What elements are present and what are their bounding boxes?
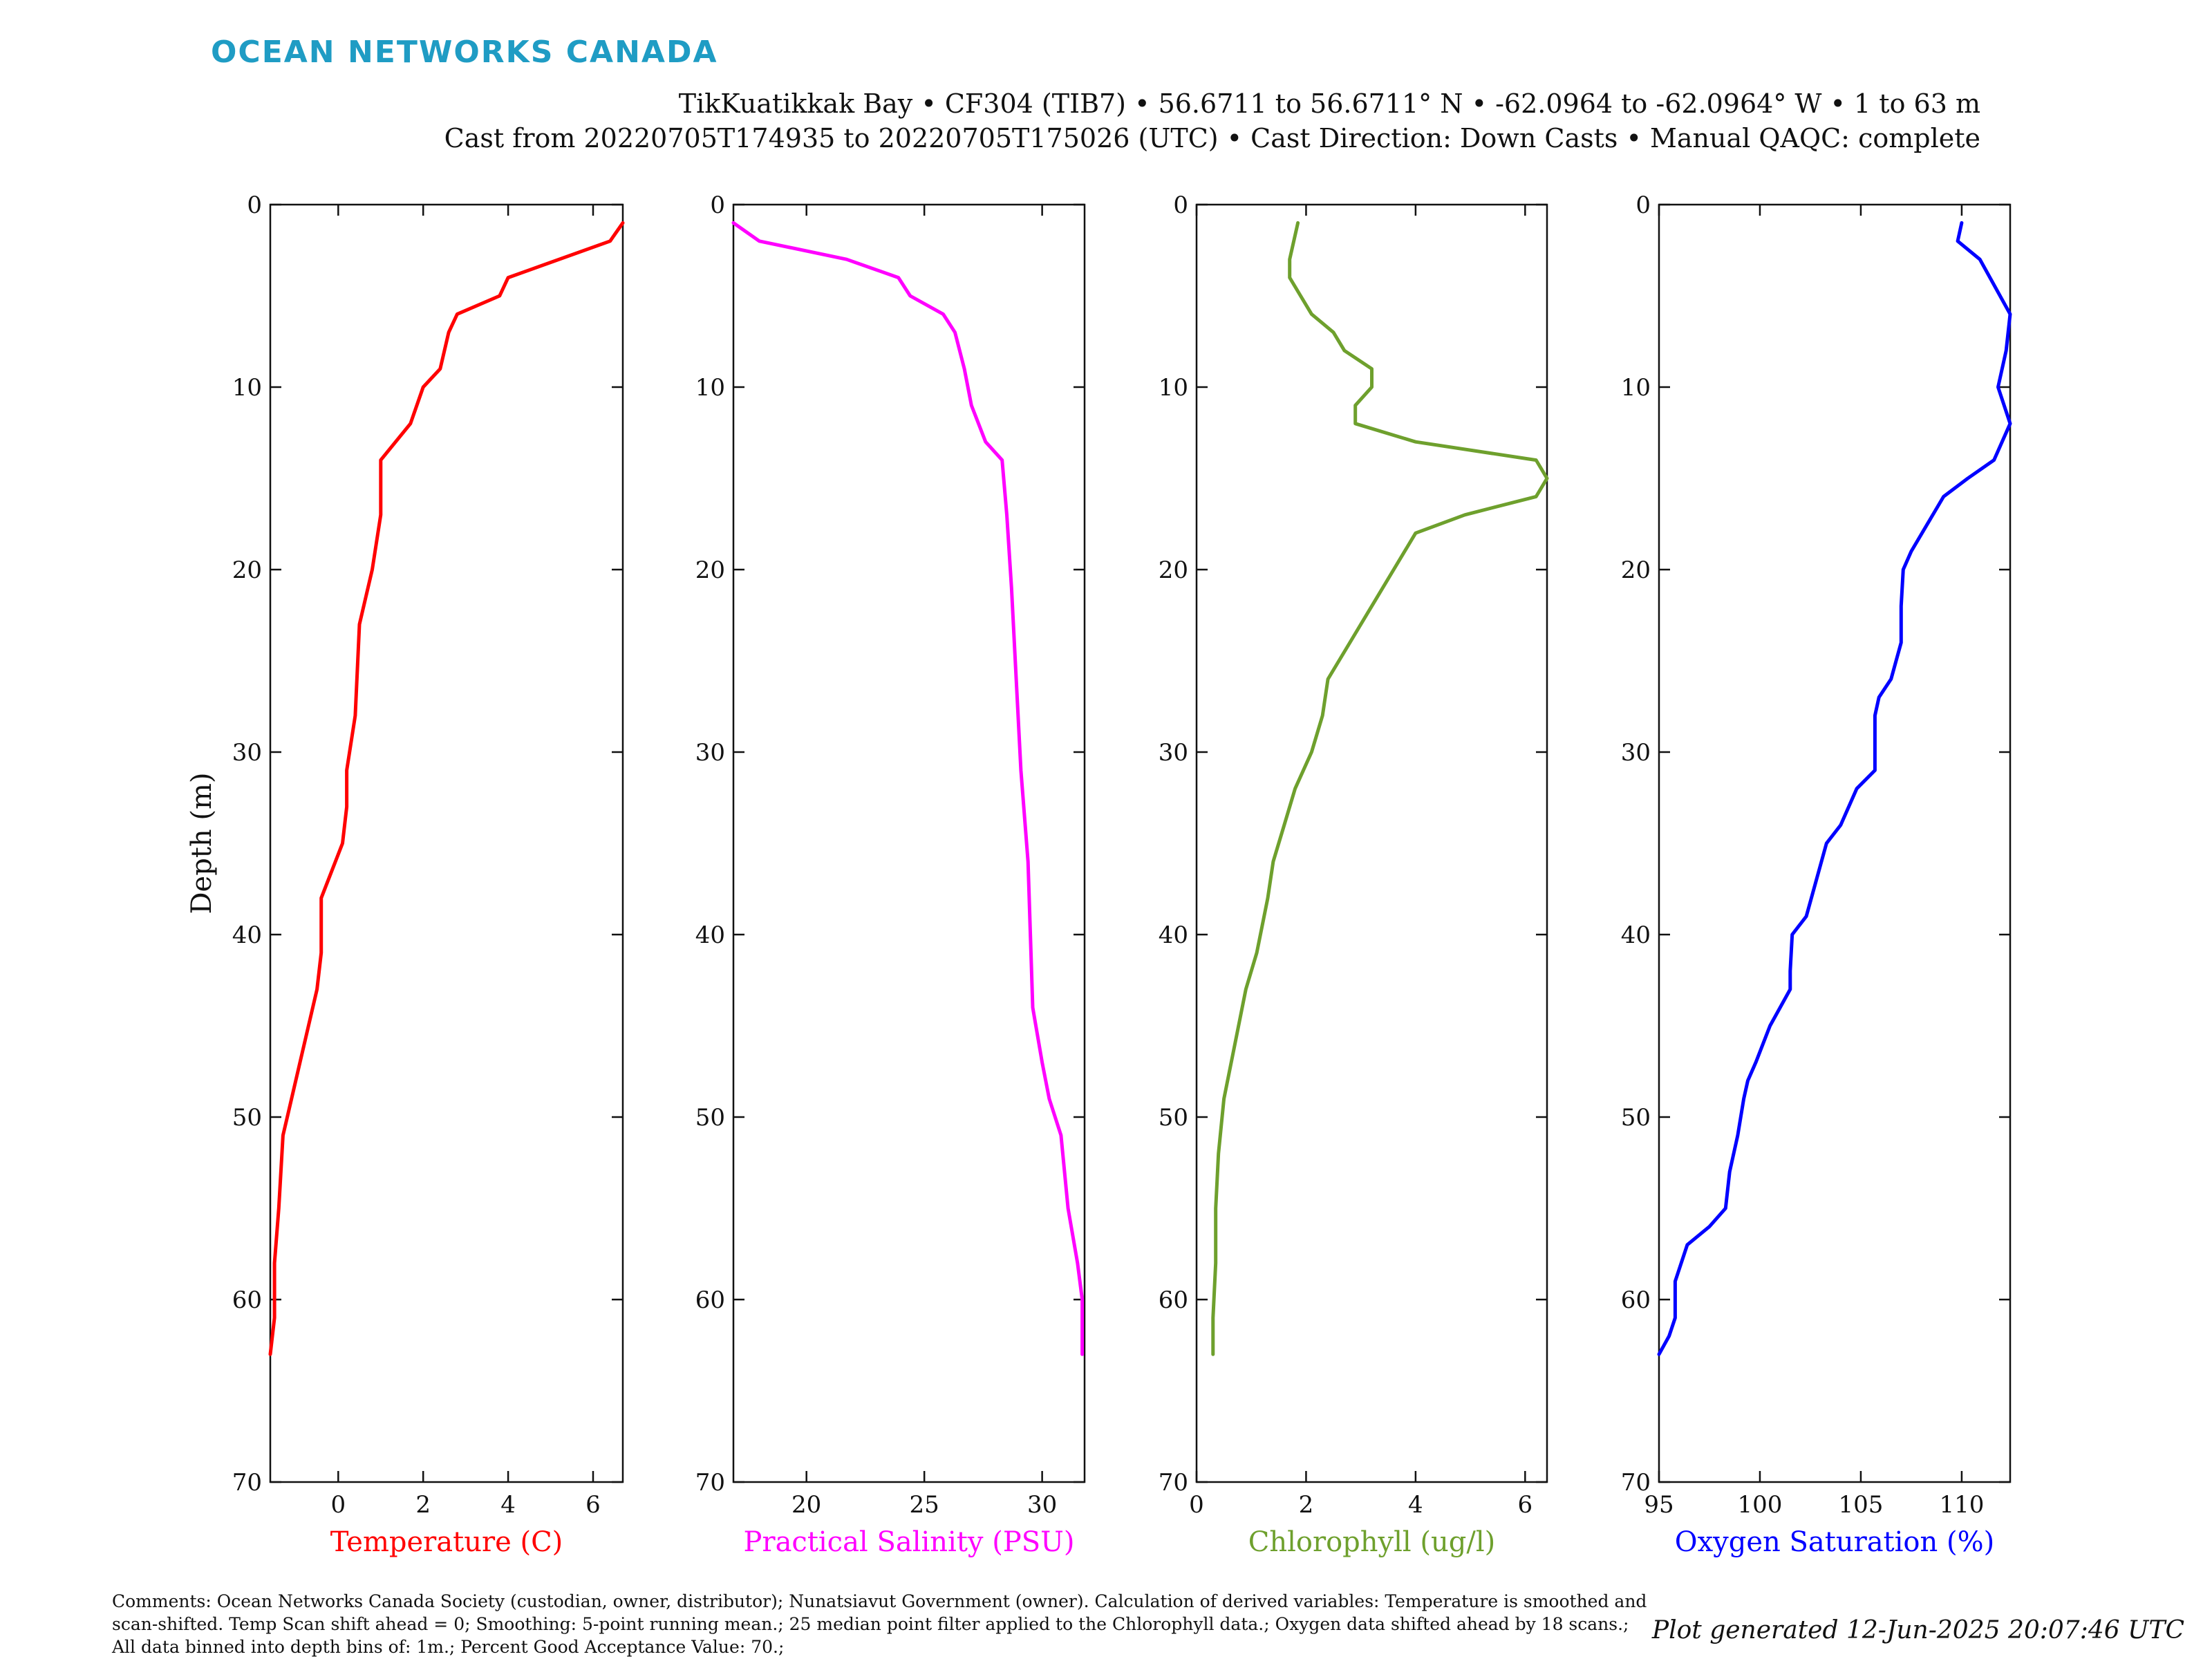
x-tick-label: 2 xyxy=(415,1491,431,1519)
y-tick-label: 10 xyxy=(695,374,725,402)
y-tick-label: 0 xyxy=(247,191,262,219)
x-tick-label: 6 xyxy=(585,1491,601,1519)
y-tick-label: 70 xyxy=(695,1469,725,1497)
comments-note: Comments: Ocean Networks Canada Society … xyxy=(112,1591,1647,1657)
x-tick-label: 105 xyxy=(1839,1491,1884,1519)
y-tick-label: 0 xyxy=(1173,191,1188,219)
x-tick-label: 4 xyxy=(500,1491,516,1519)
y-tick-label: 30 xyxy=(695,739,725,767)
y-tick-label: 20 xyxy=(232,556,262,584)
x-axis-label: Chlorophyll (ug/l) xyxy=(1248,1526,1496,1558)
y-tick-label: 10 xyxy=(232,374,262,402)
series-line-3 xyxy=(1211,221,1549,1356)
x-tick-label: 4 xyxy=(1408,1491,1423,1519)
x-axis-label: Oxygen Saturation (%) xyxy=(1675,1526,1994,1558)
plot-frame-2 xyxy=(732,203,1086,1483)
y-tick-label: 60 xyxy=(232,1286,262,1314)
x-tick-label: 2 xyxy=(1299,1491,1314,1519)
plot-generated-timestamp: Plot generated 12-Jun-2025 20:07:46 UTC xyxy=(1651,1616,2184,1644)
y-tick-label: 60 xyxy=(1621,1286,1651,1314)
x-tick-label: 110 xyxy=(1939,1491,1984,1519)
x-tick-label: 95 xyxy=(1644,1491,1674,1519)
y-tick-label: 30 xyxy=(232,739,262,767)
y-tick-label: 0 xyxy=(710,191,725,219)
series-line-1 xyxy=(268,221,625,1356)
x-tick-label: 6 xyxy=(1517,1491,1533,1519)
x-tick-label: 0 xyxy=(1189,1491,1204,1519)
plot-frame-3 xyxy=(1195,203,1548,1483)
y-tick-label: 40 xyxy=(1621,921,1651,949)
y-tick-label: 10 xyxy=(1159,374,1188,402)
y-axis-label: Depth (m) xyxy=(186,772,218,914)
y-tick-label: 60 xyxy=(1159,1286,1188,1314)
y-tick-label: 20 xyxy=(1621,556,1651,584)
ocean-networks-canada-logo: OCEAN NETWORKS CANADA xyxy=(211,35,718,70)
plot-frame-1 xyxy=(269,203,624,1483)
y-tick-label: 50 xyxy=(1621,1104,1651,1132)
chart-title-cast-info: Cast from 20220705T174935 to 20220705T17… xyxy=(444,123,1980,153)
y-tick-label: 20 xyxy=(695,556,725,584)
series-line-4 xyxy=(1657,221,2012,1356)
x-tick-label: 30 xyxy=(1027,1491,1057,1519)
x-axis-label: Practical Salinity (PSU) xyxy=(744,1526,1075,1558)
x-tick-label: 0 xyxy=(330,1491,346,1519)
y-tick-label: 50 xyxy=(1159,1104,1188,1132)
series-line-2 xyxy=(731,221,1085,1356)
y-tick-label: 0 xyxy=(1635,191,1651,219)
y-tick-label: 10 xyxy=(1621,374,1651,402)
y-tick-label: 30 xyxy=(1621,739,1651,767)
plot-frame-4 xyxy=(1658,203,2012,1483)
y-tick-label: 50 xyxy=(695,1104,725,1132)
x-tick-label: 20 xyxy=(791,1491,821,1519)
y-tick-label: 70 xyxy=(1159,1469,1188,1497)
y-tick-label: 70 xyxy=(232,1469,262,1497)
x-axis-label: Temperature (C) xyxy=(330,1526,563,1558)
y-tick-label: 70 xyxy=(1621,1469,1651,1497)
x-tick-label: 100 xyxy=(1738,1491,1783,1519)
chart-title-location: TikKuatikkak Bay • CF304 (TIB7) • 56.671… xyxy=(678,88,1980,119)
y-tick-label: 60 xyxy=(695,1286,725,1314)
y-tick-label: 40 xyxy=(232,921,262,949)
y-tick-label: 30 xyxy=(1159,739,1188,767)
y-tick-label: 20 xyxy=(1159,556,1188,584)
y-tick-label: 40 xyxy=(1159,921,1188,949)
y-tick-label: 50 xyxy=(232,1104,262,1132)
y-tick-label: 40 xyxy=(695,921,725,949)
x-tick-label: 25 xyxy=(910,1491,939,1519)
